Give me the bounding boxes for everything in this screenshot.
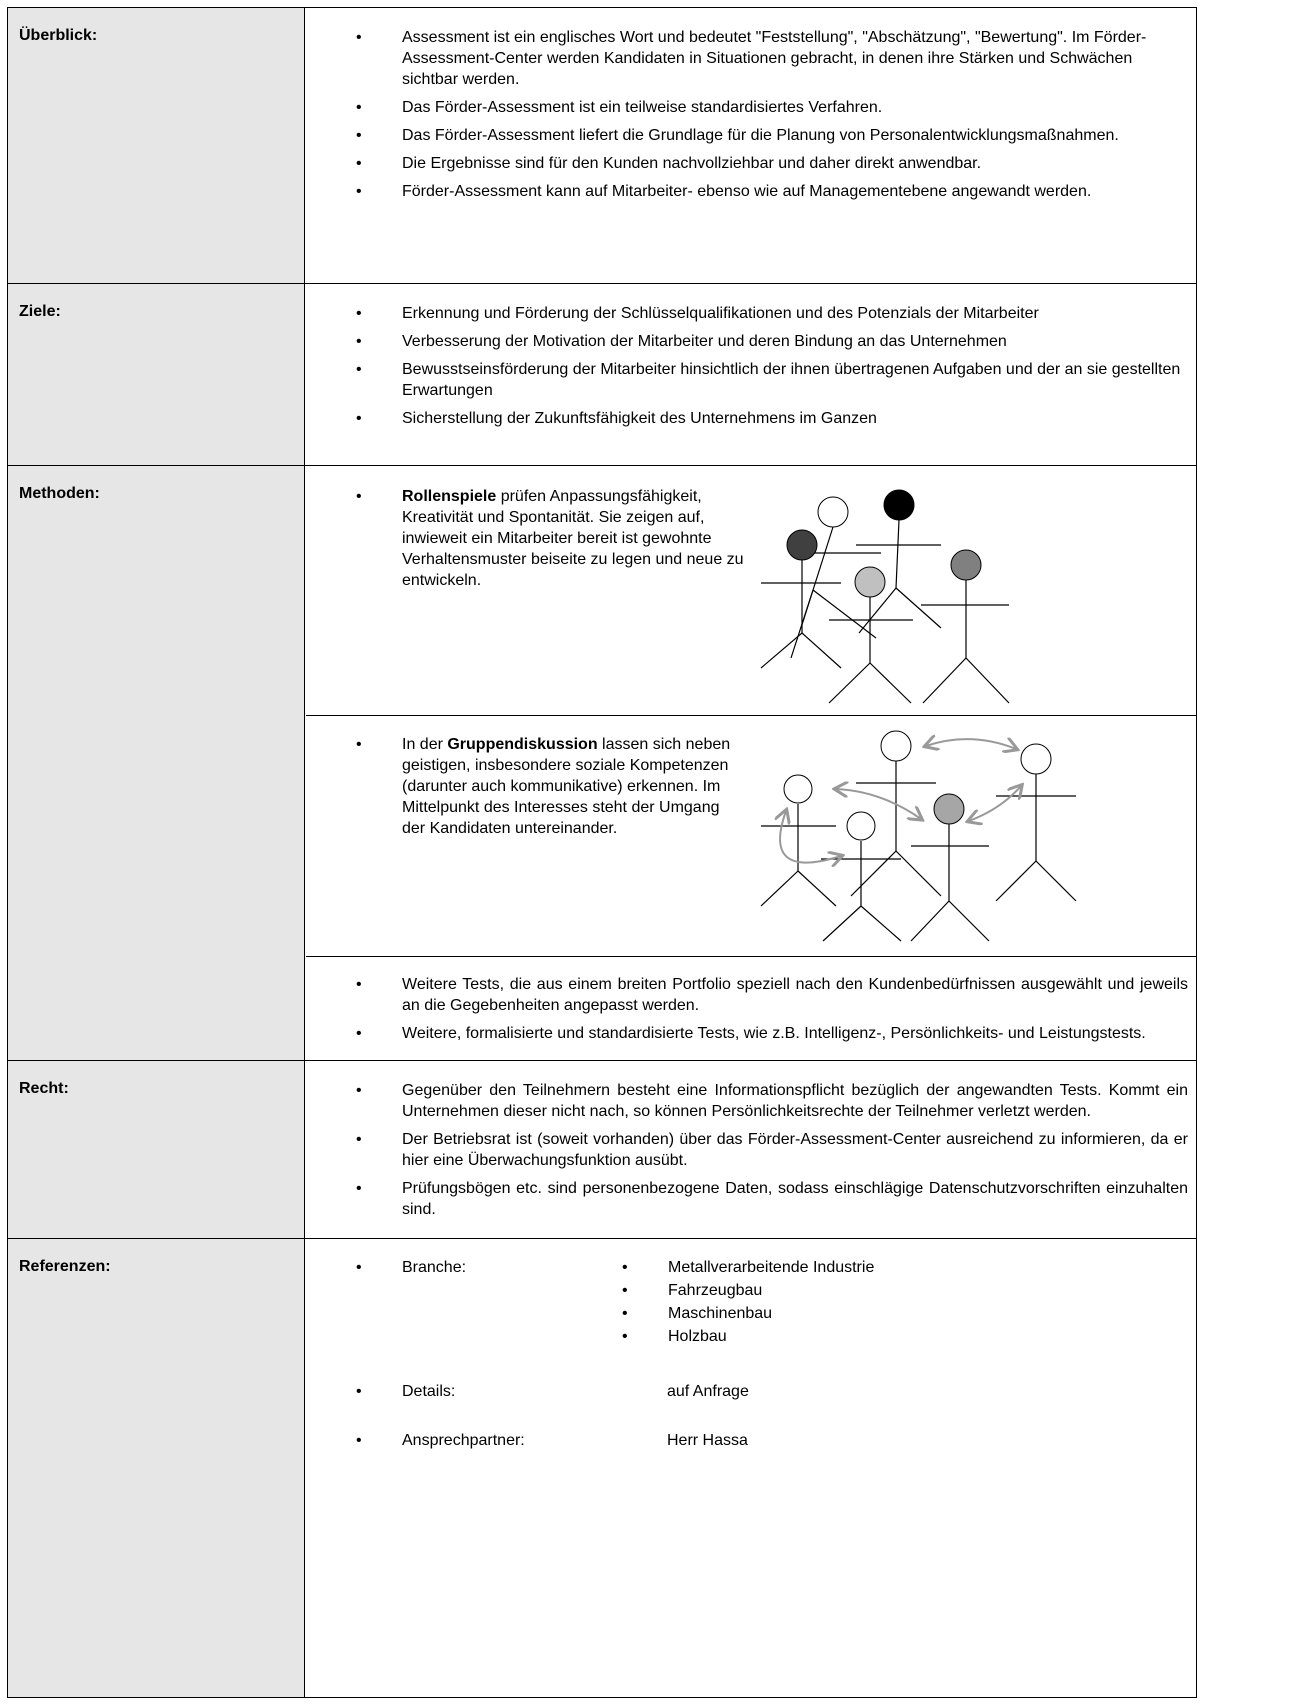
row-content: Gegenüber den Teilnehmern besteht eine I… [306, 1061, 1196, 1238]
bullet-item: Weitere, formalisierte und standardisier… [306, 1023, 1188, 1044]
bullet-item: Bewusstseinsförderung der Mitarbeiter hi… [306, 359, 1188, 401]
table: Überblick: Assessment ist ein englisches… [7, 7, 1197, 1698]
branch-item: Fahrzeugbau [572, 1279, 1132, 1302]
bullet-list: Assessment ist ein englisches Wort und b… [306, 27, 1188, 209]
bullet-list: Rollenspiele prüfen Anpassungsfähig­keit… [306, 486, 748, 598]
row-label: Referenzen: [8, 1239, 305, 1697]
row-content: Branche: Metallverarbeitende Industrie F… [306, 1239, 1196, 1697]
method-block: Rollenspiele prüfen Anpassungsfähig­keit… [306, 466, 1196, 716]
bullet-item: Erkennung und Förderung der Schlüsselqua… [306, 303, 1188, 324]
bullet-list: Erkennung und Förderung der Schlüsselqua… [306, 303, 1188, 436]
bullet-list: In der Gruppendiskussion lassen sich neb… [306, 734, 731, 846]
row: Referenzen: Branche: Metallverarbeitende… [8, 1239, 1196, 1697]
row: Ziele: Erkennung und Förderung der Schlü… [8, 284, 1196, 466]
method-block: In der Gruppendiskussion lassen sich neb… [306, 715, 1196, 957]
row-label: Ziele: [8, 284, 305, 465]
bullet-item: Das Förder-Assessment ist ein teilweise … [306, 97, 1188, 118]
text: lassen sich neben geistigen, insbesonder… [402, 736, 731, 837]
bullet-list: Branche: [306, 1256, 666, 1286]
bullet-item: Sicherstellung der Zukunftsfähigkeit des… [306, 408, 1188, 429]
group-discussion-illustration [760, 730, 1077, 942]
bullet-item: Weitere Tests, die aus einem breiten Por… [306, 974, 1188, 1016]
bullet-item: Der Betriebsrat ist (soweit vorhanden) ü… [306, 1129, 1188, 1171]
row-label: Recht: [8, 1061, 305, 1238]
bullet-item: Verbesserung der Motivation der Mitarbei… [306, 331, 1188, 352]
bold-text: Gruppendiskussion [447, 736, 598, 753]
row-content: Erkennung und Förderung der Schlüsselqua… [306, 284, 1196, 465]
ref-value: auf Anfrage [667, 1383, 749, 1400]
bold-text: Rollenspiele [402, 488, 497, 505]
bullet-list: Gegenüber den Teilnehmern besteht eine I… [306, 1080, 1188, 1227]
method-block: Weitere Tests, die aus einem breiten Por… [306, 956, 1196, 1061]
bullet-item: Förder-Assessment kann auf Mitarbeiter- … [306, 181, 1188, 202]
bullet-list: Metallverarbeitende Industrie Fahrzeugba… [572, 1256, 1132, 1348]
bullet-item: Die Ergebnisse sind für den Kunden nachv… [306, 153, 1188, 174]
bullet-list: Details: [306, 1380, 666, 1410]
bullet-list: Weitere Tests, die aus einem breiten Por… [306, 974, 1188, 1051]
row-label: Methoden: [8, 466, 305, 1060]
bullet-item: Assessment ist ein englisches Wort und b… [306, 27, 1188, 90]
ref-value: Herr Hassa [667, 1432, 748, 1449]
row-content: Rollenspiele prüfen Anpassungsfähig­keit… [306, 466, 1196, 1060]
bullet-list: Ansprechpartner: [306, 1429, 666, 1459]
row-label: Überblick: [8, 8, 305, 283]
bullet-item: Prüfungsbögen etc. sind personenbezogene… [306, 1178, 1188, 1220]
branch-item: Maschinenbau [572, 1302, 1132, 1325]
bullet-item: In der Gruppendiskussion lassen sich neb… [306, 734, 731, 839]
row: Recht: Gegenüber den Teilnehmern besteht… [8, 1061, 1196, 1239]
branch-item: Holzbau [572, 1325, 1132, 1348]
row: Methoden: Rollenspiele prüfen Anpassungs… [8, 466, 1196, 1061]
bullet-item: Gegenüber den Teilnehmern besteht eine I… [306, 1080, 1188, 1122]
ref-label: Branche: [306, 1256, 666, 1279]
row: Überblick: Assessment ist ein englisches… [8, 8, 1196, 284]
role-play-illustration [760, 489, 1010, 704]
bullet-item: Das Förder-Assessment liefert die Grundl… [306, 125, 1188, 146]
branch-item: Metallverarbeitende Industrie [572, 1256, 1132, 1279]
ref-label: Details: [306, 1380, 666, 1403]
text: In der [402, 736, 448, 753]
bullet-item: Rollenspiele prüfen Anpassungsfähig­keit… [306, 486, 748, 591]
row-content: Assessment ist ein englisches Wort und b… [306, 8, 1196, 283]
text: prüfen Anpassungsfähig­keit, Kreativität… [402, 488, 744, 589]
ref-label: Ansprechpartner: [306, 1429, 666, 1452]
